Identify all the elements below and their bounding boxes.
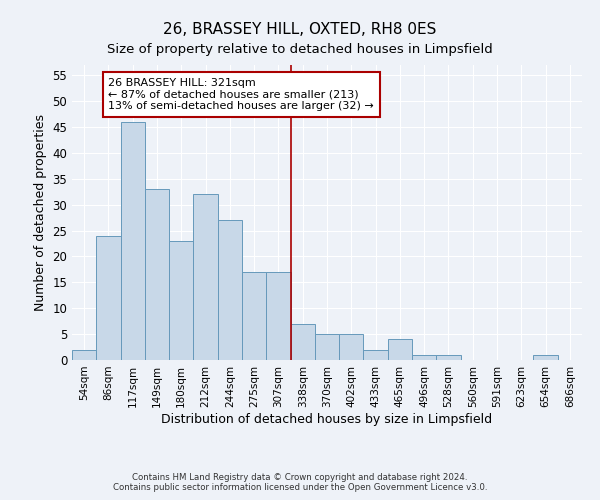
- Bar: [533, 355, 558, 360]
- Bar: [412, 355, 436, 360]
- Text: 26 BRASSEY HILL: 321sqm
← 87% of detached houses are smaller (213)
13% of semi-d: 26 BRASSEY HILL: 321sqm ← 87% of detache…: [109, 78, 374, 111]
- Bar: [169, 241, 193, 360]
- Bar: [96, 236, 121, 360]
- Y-axis label: Number of detached properties: Number of detached properties: [34, 114, 47, 311]
- Bar: [266, 272, 290, 360]
- Text: Size of property relative to detached houses in Limpsfield: Size of property relative to detached ho…: [107, 42, 493, 56]
- X-axis label: Distribution of detached houses by size in Limpsfield: Distribution of detached houses by size …: [161, 412, 493, 426]
- Bar: [388, 340, 412, 360]
- Bar: [339, 334, 364, 360]
- Text: Contains HM Land Registry data © Crown copyright and database right 2024.
Contai: Contains HM Land Registry data © Crown c…: [113, 473, 487, 492]
- Bar: [364, 350, 388, 360]
- Text: 26, BRASSEY HILL, OXTED, RH8 0ES: 26, BRASSEY HILL, OXTED, RH8 0ES: [163, 22, 437, 38]
- Bar: [193, 194, 218, 360]
- Bar: [121, 122, 145, 360]
- Bar: [72, 350, 96, 360]
- Bar: [315, 334, 339, 360]
- Bar: [290, 324, 315, 360]
- Bar: [145, 189, 169, 360]
- Bar: [218, 220, 242, 360]
- Bar: [242, 272, 266, 360]
- Bar: [436, 355, 461, 360]
